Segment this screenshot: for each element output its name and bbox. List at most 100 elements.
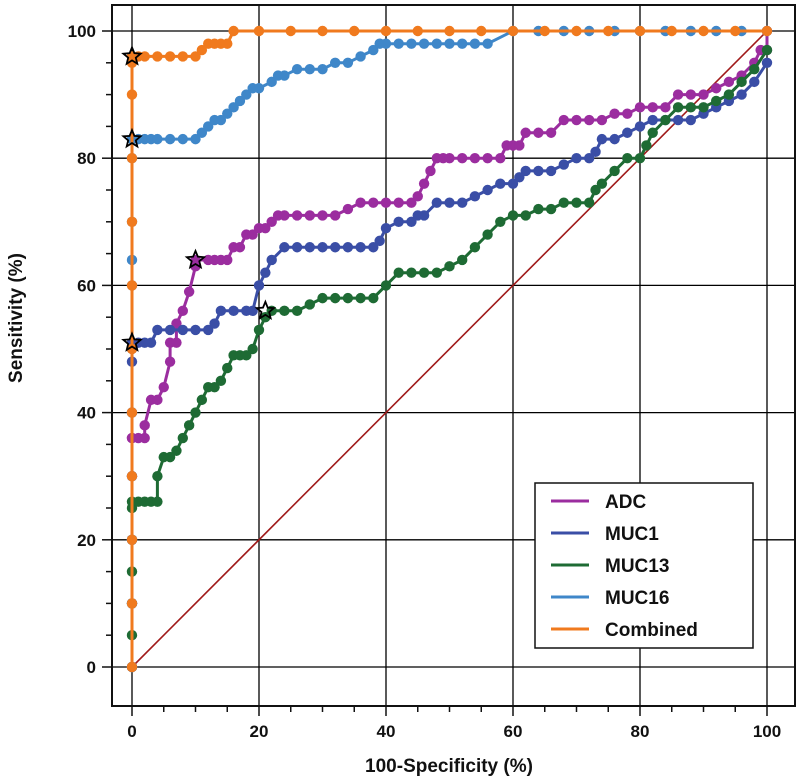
data-point [412,25,423,37]
data-point [317,63,328,75]
data-point [622,127,633,138]
data-point [374,235,385,247]
data-point [457,197,468,208]
data-point [545,127,557,138]
data-point [126,280,138,291]
data-point [253,280,265,291]
data-point [164,133,176,145]
data-point [126,343,138,355]
data-point [444,197,455,208]
data-point [545,203,557,215]
data-point [241,89,252,100]
data-point [247,305,258,317]
data-point [279,70,290,81]
data-point [183,286,195,297]
data-point [164,51,176,62]
data-point [196,394,208,406]
data-point [342,57,354,68]
data-point [126,89,138,100]
data-point [469,38,481,49]
data-point [596,178,608,189]
data-point [152,324,163,336]
data-point [209,318,220,329]
y-tick-label: 0 [87,658,96,677]
data-point [584,197,595,208]
data-point [558,159,569,170]
data-point [393,197,404,208]
data-point [545,165,557,177]
data-point [761,44,773,56]
x-tick-label: 80 [631,722,650,741]
data-point [253,83,265,94]
data-point [622,153,633,164]
data-point [647,102,658,113]
legend-item-adc: ADC [551,492,646,513]
data-point [368,197,379,208]
data-point [196,44,208,56]
data-point [304,242,315,253]
data-point [291,63,303,75]
data-point [406,197,417,208]
data-point [317,210,328,221]
data-point [634,25,646,37]
data-point [672,114,684,126]
data-point [152,496,163,507]
data-point [279,210,290,221]
data-point [603,25,614,37]
data-point [393,267,404,278]
data-point [164,451,176,463]
x-tick-label: 60 [504,722,523,741]
cutoff-star-marker [254,299,277,321]
data-point [279,305,290,317]
data-point [685,89,696,100]
data-point [177,133,188,145]
data-point [495,178,506,189]
data-point [126,598,138,609]
data-point [228,102,239,113]
data-point [164,356,176,367]
data-point [126,407,138,418]
cutoff-star-marker [121,45,143,66]
data-point [304,299,315,310]
data-point [634,153,646,164]
data-point [152,394,163,406]
legend-item-combined: Combined [551,620,698,641]
legend-label: ADC [605,492,646,513]
x-tick-label: 0 [127,722,136,741]
data-point [622,108,633,119]
data-point [279,242,290,253]
data-point [730,25,741,37]
data-point [291,210,303,221]
data-point [171,318,182,329]
data-point [380,280,392,291]
data-point [183,420,195,431]
data-point [711,95,722,107]
plot-frame [111,4,796,707]
data-point [203,121,214,132]
data-point [330,292,341,304]
axes: 0 20 40 60 80 100 0 20 40 60 80 100 [68,4,796,741]
data-point [260,267,271,278]
data-point [609,133,620,145]
data-point [126,534,138,545]
data-point [342,242,354,253]
data-point [317,242,328,253]
cutoff-markers [121,45,277,352]
data-point [634,121,646,132]
legend-label: MUC1 [605,524,659,545]
x-tick-label: 100 [753,722,781,741]
y-tick-label: 80 [77,149,96,168]
data-point [139,420,150,431]
data-point [672,89,684,100]
data-point [507,210,519,221]
data-point [609,108,620,119]
series-muc13 [126,44,773,673]
data-point [641,140,652,151]
data-point [666,25,677,37]
data-point [380,222,392,234]
data-point [596,114,608,126]
data-point [126,471,138,482]
data-point [457,38,468,49]
y-tick-label: 60 [77,276,96,295]
data-point [253,25,265,37]
